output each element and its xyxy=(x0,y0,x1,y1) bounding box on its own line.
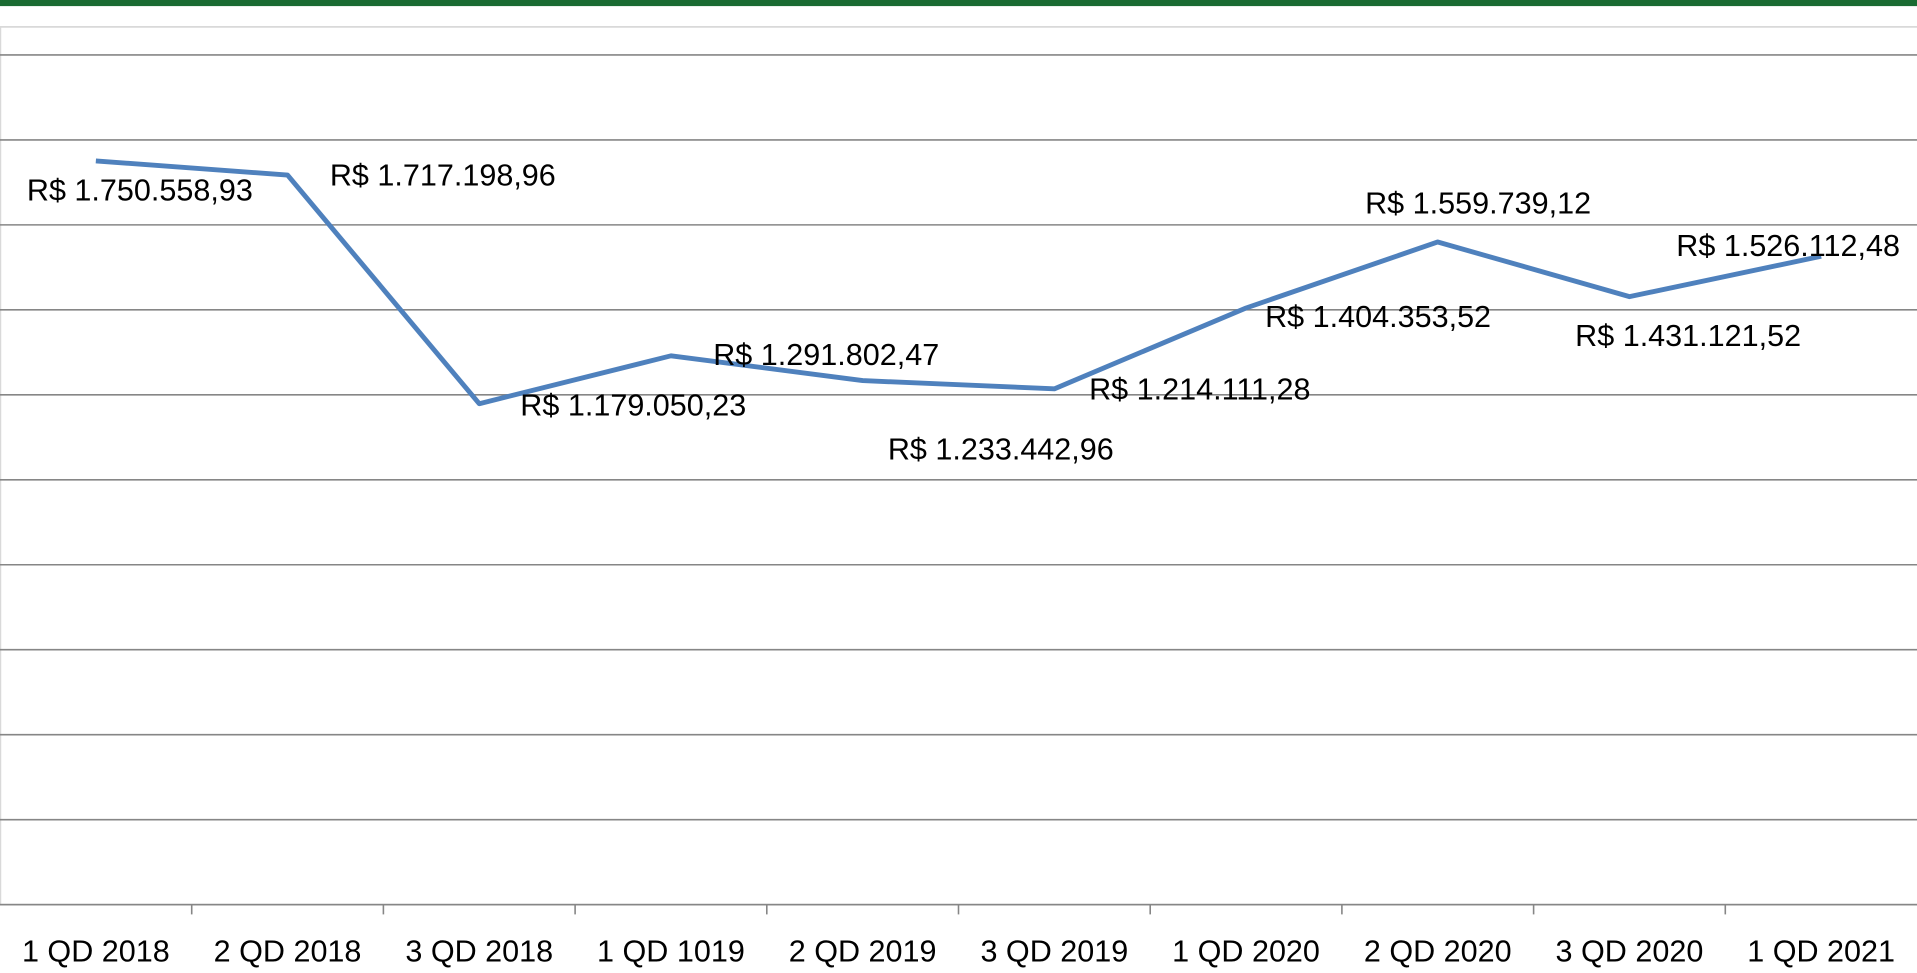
data-label: R$ 1.233.442,96 xyxy=(888,432,1114,466)
line xyxy=(95,158,1822,407)
data-label: R$ 1.179.050,23 xyxy=(520,388,746,422)
x-tick-label: 2 QD 2018 xyxy=(214,935,362,969)
x-tick-label: 1 QD 1019 xyxy=(597,935,745,969)
x-tick-label: 2 QD 2019 xyxy=(789,935,937,969)
x-tick-label: 3 QD 2020 xyxy=(1556,935,1704,969)
x-tick-label: 1 QD 2018 xyxy=(22,935,170,969)
x-tick-label: 2 QD 2020 xyxy=(1364,935,1512,969)
data-label: R$ 1.559.739,12 xyxy=(1365,186,1591,220)
data-label: R$ 1.214.111,28 xyxy=(1089,372,1310,406)
top-bar xyxy=(0,0,1917,7)
data-label: R$ 1.291.802,47 xyxy=(713,338,939,372)
x-tick-label: 3 QD 2019 xyxy=(980,935,1128,969)
data-label: R$ 1.717.198,96 xyxy=(330,159,556,193)
data-label: R$ 1.404.353,52 xyxy=(1265,300,1491,334)
x-tick-label: 1 QD 2021 xyxy=(1747,935,1895,969)
data-label: R$ 1.431.121,52 xyxy=(1575,319,1801,353)
data-label: R$ 1.526.112,48 xyxy=(1676,229,1900,263)
data-label: R$ 1.750.558,93 xyxy=(27,174,253,208)
x-tick-label: 1 QD 2020 xyxy=(1172,935,1320,969)
x-tick-label: 3 QD 2018 xyxy=(405,935,553,969)
